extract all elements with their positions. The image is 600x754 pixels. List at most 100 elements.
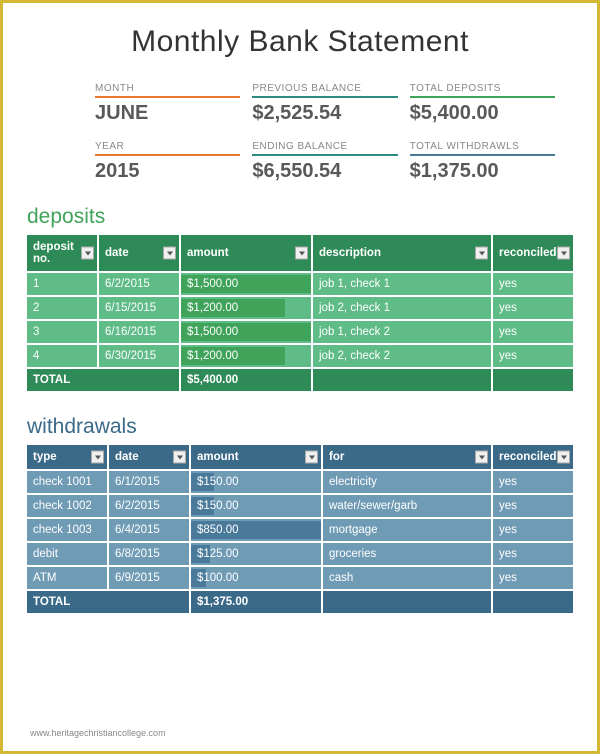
cell-amount: $150.00 xyxy=(191,495,321,517)
cell-date: 6/30/2015 xyxy=(99,345,179,367)
cell-date: 6/15/2015 xyxy=(99,297,179,319)
cell-date: 6/4/2015 xyxy=(109,519,189,541)
withdrawals-header-row: typedateamountforreconciled xyxy=(27,445,573,469)
amount-label: $850.00 xyxy=(191,524,239,536)
deposits-total-label: TOTAL xyxy=(27,369,179,391)
deposits-total-row: TOTAL $5,400.00 xyxy=(27,369,573,391)
filter-dropdown-icon[interactable] xyxy=(557,247,570,260)
summary-value: 2015 xyxy=(95,156,240,183)
cell-amount: $1,500.00 xyxy=(181,273,311,295)
cell-rec: yes xyxy=(493,471,573,493)
cell-no: 3 xyxy=(27,321,97,343)
amount-label: $100.00 xyxy=(191,572,239,584)
amount-label: $1,200.00 xyxy=(181,350,238,362)
table-row: check 10026/2/2015$150.00 water/sewer/gar… xyxy=(27,495,573,517)
cell-rec: yes xyxy=(493,495,573,517)
summary-label: ENDING BALANCE xyxy=(252,141,397,156)
table-row: 26/15/2015$1,200.00 job 2, check 1yes xyxy=(27,297,573,319)
table-row: debit6/8/2015$125.00 groceriesyes xyxy=(27,543,573,565)
amount-label: $1,200.00 xyxy=(181,302,238,314)
cell-rec: yes xyxy=(493,297,573,319)
cell-date: 6/8/2015 xyxy=(109,543,189,565)
summary-row-2: YEAR2015ENDING BALANCE$6,550.54TOTAL WIT… xyxy=(95,141,555,183)
table-row: 16/2/2015$1,500.00 job 1, check 1yes xyxy=(27,273,573,295)
cell-type: check 1002 xyxy=(27,495,107,517)
cell-date: 6/1/2015 xyxy=(109,471,189,493)
amount-label: $150.00 xyxy=(191,500,239,512)
cell-rec: yes xyxy=(493,519,573,541)
summary-cell: TOTAL WITHDRAWLS$1,375.00 xyxy=(410,141,555,183)
filter-dropdown-icon[interactable] xyxy=(91,451,104,464)
filter-dropdown-icon[interactable] xyxy=(475,451,488,464)
cell-type: check 1001 xyxy=(27,471,107,493)
cell-desc: job 1, check 1 xyxy=(313,273,491,295)
column-header: amount xyxy=(181,235,311,271)
cell-rec: yes xyxy=(493,345,573,367)
cell-type: check 1003 xyxy=(27,519,107,541)
summary-cell: TOTAL DEPOSITS$5,400.00 xyxy=(410,83,555,125)
filter-dropdown-icon[interactable] xyxy=(295,247,308,260)
cell-amount: $100.00 xyxy=(191,567,321,589)
cell-amount: $1,200.00 xyxy=(181,297,311,319)
cell-desc: job 2, check 1 xyxy=(313,297,491,319)
column-header: type xyxy=(27,445,107,469)
deposits-section-title: deposits xyxy=(27,205,575,229)
amount-label: $125.00 xyxy=(191,548,239,560)
cell-no: 4 xyxy=(27,345,97,367)
cell-amount: $850.00 xyxy=(191,519,321,541)
cell-date: 6/2/2015 xyxy=(99,273,179,295)
cell-no: 1 xyxy=(27,273,97,295)
summary-value: $6,550.54 xyxy=(252,156,397,183)
cell-amount: $150.00 xyxy=(191,471,321,493)
cell-date: 6/9/2015 xyxy=(109,567,189,589)
filter-dropdown-icon[interactable] xyxy=(475,247,488,260)
filter-dropdown-icon[interactable] xyxy=(81,247,94,260)
cell-rec: yes xyxy=(493,543,573,565)
filter-dropdown-icon[interactable] xyxy=(305,451,318,464)
cell-for: water/sewer/garb xyxy=(323,495,491,517)
cell-desc: job 1, check 2 xyxy=(313,321,491,343)
column-header: for xyxy=(323,445,491,469)
withdrawals-total-row: TOTAL $1,375.00 xyxy=(27,591,573,613)
table-row: 36/16/2015$1,500.00job 1, check 2yes xyxy=(27,321,573,343)
column-header: deposit no. xyxy=(27,235,97,271)
filter-dropdown-icon[interactable] xyxy=(173,451,186,464)
cell-date: 6/16/2015 xyxy=(99,321,179,343)
cell-for: mortgage xyxy=(323,519,491,541)
cell-type: ATM xyxy=(27,567,107,589)
cell-desc: job 2, check 2 xyxy=(313,345,491,367)
filter-dropdown-icon[interactable] xyxy=(163,247,176,260)
summary-value: $1,375.00 xyxy=(410,156,555,183)
withdrawals-section-title: withdrawals xyxy=(27,415,575,439)
summary-block: MONTHJUNE PREVIOUS BALANCE$2,525.54 TOTAL … xyxy=(95,83,555,183)
summary-label: MONTH xyxy=(95,83,240,98)
column-header: amount xyxy=(191,445,321,469)
withdrawals-table: typedateamountforreconciled check 10016/… xyxy=(25,443,575,615)
summary-cell: MONTHJUNE xyxy=(95,83,240,125)
summary-cell: ENDING BALANCE$6,550.54 xyxy=(252,141,397,183)
cell-no: 2 xyxy=(27,297,97,319)
watermark-text: www.heritagechristiancollege.com xyxy=(30,728,166,738)
withdrawals-total-label: TOTAL xyxy=(27,591,189,613)
summary-value: $2,525.54 xyxy=(252,98,397,125)
amount-label: $1,500.00 xyxy=(181,278,238,290)
cell-amount: $1,200.00 xyxy=(181,345,311,367)
summary-label: TOTAL WITHDRAWLS xyxy=(410,141,555,156)
cell-type: debit xyxy=(27,543,107,565)
summary-cell: PREVIOUS BALANCE$2,525.54 xyxy=(252,83,397,125)
cell-rec: yes xyxy=(493,273,573,295)
column-header: description xyxy=(313,235,491,271)
summary-value: $5,400.00 xyxy=(410,98,555,125)
page-title: Monthly Bank Statement xyxy=(25,25,575,59)
cell-date: 6/2/2015 xyxy=(109,495,189,517)
deposits-total-value: $5,400.00 xyxy=(181,369,311,391)
cell-rec: yes xyxy=(493,567,573,589)
summary-value: JUNE xyxy=(95,98,240,125)
cell-for: groceries xyxy=(323,543,491,565)
column-header: date xyxy=(99,235,179,271)
table-row: check 10016/1/2015$150.00electricityyes xyxy=(27,471,573,493)
cell-for: cash xyxy=(323,567,491,589)
filter-dropdown-icon[interactable] xyxy=(557,451,570,464)
cell-rec: yes xyxy=(493,321,573,343)
column-header: date xyxy=(109,445,189,469)
